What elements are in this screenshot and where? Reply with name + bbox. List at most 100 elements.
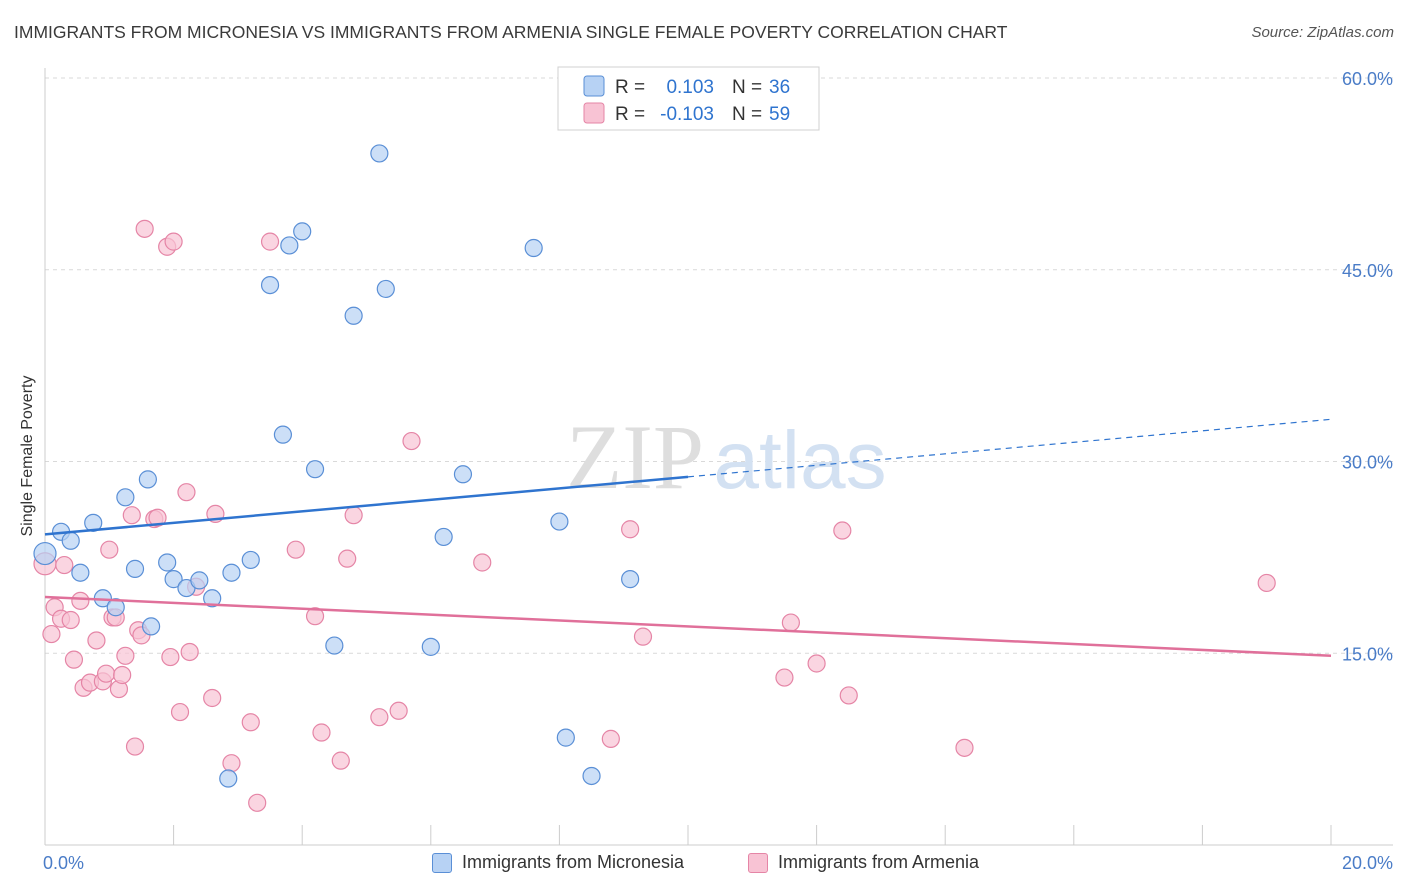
armenia-point-43 (338, 549, 357, 568)
micronesia-point-9 (138, 470, 157, 489)
micronesia-point-17 (241, 550, 260, 570)
micronesia-point-27 (421, 637, 440, 656)
grid-lines (45, 77, 1393, 654)
armenia-point-55 (833, 521, 852, 540)
armenia-point-33 (203, 688, 222, 708)
armenia-point-51 (633, 627, 653, 646)
legend-r-value-armenia: -0.103 (660, 104, 714, 125)
bottom-legend-label-armenia: Immigrants from Armenia (778, 852, 980, 872)
micronesia-point-16 (222, 563, 241, 582)
micronesia-point-11 (158, 553, 177, 572)
micronesia-point-32 (556, 728, 575, 747)
micronesia-point-3 (71, 563, 90, 582)
micronesia-point-22 (305, 460, 325, 479)
y-tick-label-2: 45.0% (1342, 261, 1393, 281)
micronesia-point-8 (125, 559, 145, 578)
bottom-legend-micronesia: Immigrants from Micronesia (432, 852, 684, 873)
armenia-point-29 (170, 702, 190, 722)
legend-r-label-micronesia: R = (615, 77, 645, 98)
legend-n-value-micronesia: 36 (769, 77, 790, 98)
chart-title: IMMIGRANTS FROM MICRONESIA VS IMMIGRANTS… (14, 22, 1008, 42)
armenia-point-53 (781, 613, 800, 632)
armenia-point-19 (122, 506, 141, 525)
armenia-point-37 (248, 793, 267, 812)
armenia-point-13 (100, 540, 119, 559)
legend-swatch-micronesia (583, 75, 605, 97)
bottom-legend-swatch-micronesia (432, 852, 452, 873)
armenia-point-40 (305, 607, 325, 626)
micronesia-point-15 (203, 589, 222, 608)
armenia-point-38 (260, 232, 280, 251)
watermark-atlas: atlas (713, 415, 886, 506)
y-tick-labels: 15.0% 30.0% 45.0% 60.0% (1342, 69, 1393, 664)
armenia-point-39 (286, 540, 305, 559)
armenia-point-50 (621, 520, 640, 539)
micronesia-point-12 (164, 570, 183, 589)
legend-n-label-armenia: N = (732, 104, 762, 125)
micronesia-point-4 (84, 513, 103, 532)
armenia-point-27 (161, 647, 180, 667)
armenia-point-17 (113, 665, 132, 685)
legend-r-value-micronesia: 0.103 (666, 77, 714, 98)
micronesia-point-14 (190, 571, 209, 590)
micronesia-point-10 (141, 617, 161, 636)
x-tick-label-0: 0.0% (43, 853, 84, 873)
armenia-point-12 (96, 664, 116, 683)
axes (44, 68, 1393, 846)
armenia-point-47 (402, 431, 421, 451)
micronesia-point-24 (344, 306, 363, 325)
micronesia-point-34 (621, 570, 640, 589)
legend-swatch-armenia (583, 102, 605, 124)
armenia-point-48 (473, 553, 492, 572)
micronesia-point-25 (370, 144, 389, 163)
micronesia-point-30 (524, 238, 543, 258)
bottom-legend-label-micronesia: Immigrants from Micronesia (462, 852, 685, 872)
armenia-point-54 (807, 654, 826, 673)
armenia-point-7 (71, 591, 90, 610)
micronesia-point-7 (116, 488, 135, 507)
armenia-point-28 (164, 232, 183, 251)
micronesia-point-29 (453, 465, 473, 484)
armenia-point-49 (601, 729, 620, 748)
armenia-point-10 (87, 631, 106, 650)
armenia-point-31 (180, 642, 199, 662)
micronesia-point-6 (106, 598, 125, 617)
bottom-legend-armenia: Immigrants from Armenia (748, 852, 979, 873)
micronesia-point-21 (293, 222, 312, 241)
micronesia-point-26 (376, 279, 395, 299)
armenia-point-25 (148, 508, 167, 527)
armenia-trend-line (44, 595, 1332, 658)
micronesia-point-23 (325, 636, 344, 655)
armenia-point-57 (955, 738, 974, 757)
armenia-point-46 (389, 701, 408, 720)
armenia-point-44 (344, 506, 363, 525)
micronesia-trend-line (44, 475, 689, 536)
micronesia-point-28 (434, 527, 453, 547)
bottom-legend-swatch-armenia (748, 852, 768, 873)
micronesia-point-0 (33, 541, 57, 566)
legend-n-label-micronesia: N = (732, 77, 762, 98)
armenia-point-30 (177, 483, 196, 502)
trend-lines (44, 418, 1332, 658)
armenia-point-20 (125, 737, 145, 756)
armenia-point-4 (55, 555, 74, 575)
armenia-point-36 (241, 713, 260, 732)
micronesia-point-20 (280, 236, 299, 255)
armenia-point-5 (61, 610, 80, 630)
legend-box: R = 0.103 N = 36 R = -0.103 N = 59 (557, 66, 820, 131)
legend-n-value-armenia: 59 (769, 104, 790, 125)
micronesia-point-18 (260, 275, 280, 295)
armenia-point-56 (839, 686, 858, 705)
micronesia-point-2 (61, 531, 80, 550)
x-tick-label-1: 20.0% (1342, 853, 1393, 873)
x-tick-labels: 0.0% 20.0% (43, 853, 1393, 873)
y-tick-label-3: 60.0% (1342, 69, 1393, 89)
armenia-point-1 (42, 624, 61, 644)
y-tick-label-0: 15.0% (1342, 644, 1393, 664)
armenia-points (33, 219, 1276, 812)
micronesia-point-19 (273, 425, 293, 444)
armenia-point-58 (1257, 573, 1276, 593)
armenia-point-42 (331, 751, 350, 770)
micronesia-point-35 (219, 769, 238, 788)
